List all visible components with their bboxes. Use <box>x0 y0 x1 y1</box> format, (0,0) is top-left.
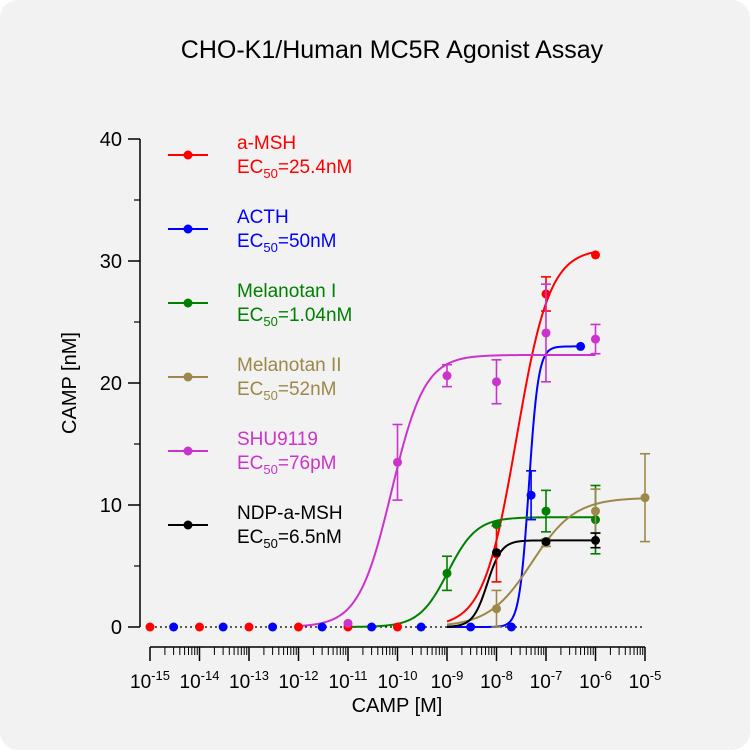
y-tick-label: 20 <box>100 373 122 395</box>
legend-name-melanotan-i: Melanotan I <box>237 281 336 302</box>
point-shu9119 <box>591 334 600 344</box>
fit-curve-a-msh <box>446 250 596 623</box>
legend-marker-acth <box>183 224 193 234</box>
x-tick-label: 10-14 <box>180 668 220 693</box>
point-shu9119 <box>442 371 452 381</box>
point-acth <box>466 622 476 632</box>
x-tick-label: 10-5 <box>629 668 662 693</box>
point-ndp-a-msh <box>591 535 600 545</box>
x-tick-label: 10-10 <box>378 668 418 693</box>
point-melanotan-i <box>541 506 551 516</box>
point-acth <box>526 490 536 500</box>
y-tick-label: 10 <box>100 495 122 517</box>
point-melanotan-ii <box>492 604 501 614</box>
point-a-msh <box>145 622 155 632</box>
point-a-msh <box>195 622 204 632</box>
chart-title: CHO-K1/Human MC5R Agonist Assay <box>181 36 604 64</box>
legend-name-a-msh: a-MSH <box>237 133 296 154</box>
point-melanotan-i <box>492 520 501 530</box>
point-acth <box>169 622 179 632</box>
point-acth <box>416 622 426 632</box>
point-a-msh <box>294 622 303 632</box>
point-a-msh <box>591 250 600 260</box>
legend-marker-melanotan-i <box>183 298 193 308</box>
x-tick-label: 10-8 <box>480 668 513 693</box>
fit-curve-acth <box>447 345 581 628</box>
x-tick-label: 10-7 <box>530 668 563 693</box>
legend-ec50-melanotan-i: EC50=1.04nM <box>237 305 352 329</box>
fit-curve-melanotan-i <box>347 516 596 628</box>
x-axis-label: CAMP [M] <box>352 695 443 717</box>
point-a-msh <box>244 622 254 632</box>
y-tick-label: 0 <box>111 617 122 639</box>
legend-ec50-a-msh: EC50=25.4nM <box>237 157 352 181</box>
legend-ec50-melanotan-ii: EC50=52nM <box>237 379 337 403</box>
point-melanotan-i <box>442 568 452 578</box>
legend-marker-a-msh <box>183 150 193 160</box>
legend-name-acth: ACTH <box>237 207 289 228</box>
point-acth <box>268 622 278 632</box>
y-tick-label: 30 <box>100 251 122 273</box>
fit-curve-ndp-a-msh <box>446 539 596 628</box>
x-tick-label: 10-6 <box>579 668 612 693</box>
legend-ec50-acth: EC50=50nM <box>237 231 337 255</box>
point-ndp-a-msh <box>541 537 551 547</box>
legend-ec50-ndp-a-msh: EC50=6.5nM <box>237 527 342 551</box>
x-tick-label: 10-11 <box>329 668 368 693</box>
x-tick-label: 10-9 <box>431 668 464 693</box>
y-tick-label: 40 <box>100 129 122 151</box>
y-axis-label: CAMP [nM] <box>59 332 81 434</box>
legend-name-ndp-a-msh: NDP-a-MSH <box>237 503 343 524</box>
legend-name-melanotan-ii: Melanotan II <box>237 355 342 376</box>
legend-marker-shu9119 <box>183 446 193 456</box>
legend-marker-melanotan-ii <box>183 372 193 382</box>
point-shu9119 <box>541 328 551 338</box>
point-acth <box>576 341 586 351</box>
point-acth <box>367 622 377 632</box>
legend: a-MSH EC50=25.4nM ACTH EC50=50nM Melanotan I… <box>168 133 352 551</box>
legend-name-shu9119: SHU9119 <box>237 429 318 450</box>
point-acth <box>506 622 516 632</box>
x-tick-label: 10-15 <box>130 668 170 693</box>
point-acth <box>218 622 228 632</box>
point-melanotan-ii <box>591 506 600 516</box>
legend-ec50-shu9119: EC50=76pM <box>237 453 337 477</box>
legend-marker-ndp-a-msh <box>183 520 193 530</box>
x-tick-label: 10-13 <box>229 668 269 693</box>
point-shu9119 <box>393 457 402 467</box>
point-shu9119 <box>343 618 353 628</box>
axes: 0 10 20 30 40 10-15 10-14 10-13 10-12 10-11 10-10 1… <box>100 129 662 693</box>
point-shu9119 <box>492 377 501 387</box>
point-acth <box>317 622 327 632</box>
point-a-msh <box>393 622 402 632</box>
point-ndp-a-msh <box>492 548 501 558</box>
point-melanotan-ii <box>640 493 650 503</box>
x-tick-label: 10-12 <box>279 668 319 693</box>
data-points <box>145 250 650 632</box>
